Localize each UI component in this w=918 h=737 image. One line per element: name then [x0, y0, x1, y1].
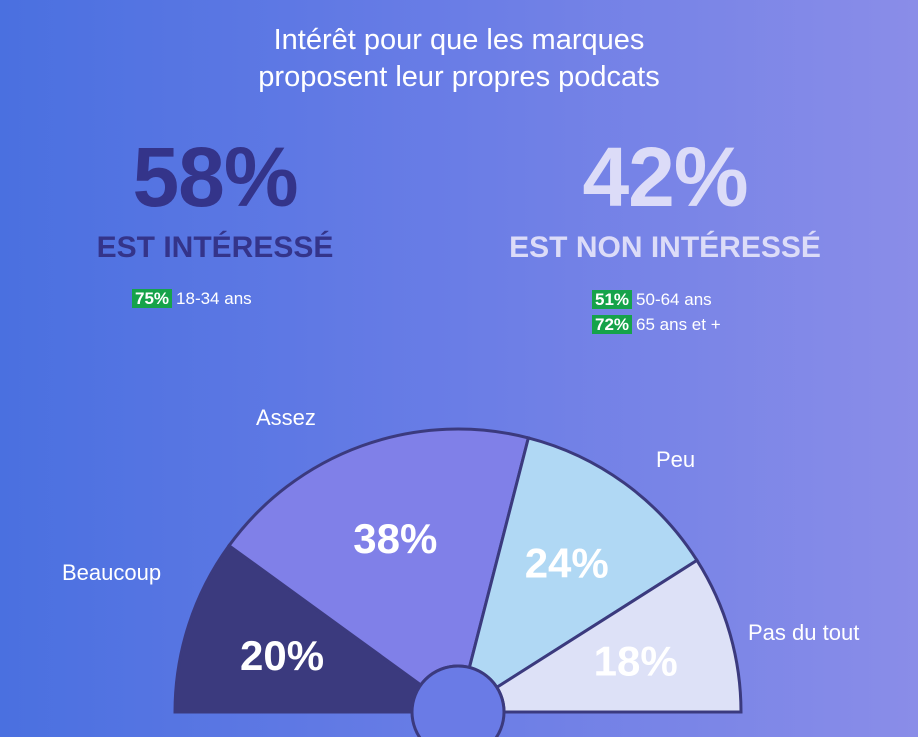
slice-value-label: 38% — [353, 515, 437, 562]
gauge-hub — [410, 664, 506, 737]
interested-label: EST INTÉRESSÉ — [96, 231, 334, 264]
detail-tag: 75% — [132, 289, 173, 308]
interested-detail-1: 75% 18-34 ans — [132, 287, 252, 310]
chart-title: Intérêt pour que les marques proposent l… — [0, 22, 918, 96]
not-interested-percent: 42% — [582, 130, 748, 224]
not-interested-detail-2: 72% 65 ans et + — [592, 313, 721, 336]
detail-text: 18-34 ans — [176, 289, 252, 308]
slice-category-label: Pas du tout — [748, 620, 860, 645]
slice-value-label: 20% — [240, 632, 324, 679]
slice-value-label: 24% — [525, 539, 609, 586]
detail-tag: 51% — [592, 290, 633, 309]
interested-percent: 58% — [132, 130, 298, 224]
title-line-2: proposent leur propres podcats — [258, 61, 660, 93]
title-line-1: Intérêt pour que les marques — [273, 24, 645, 56]
detail-text: 65 ans et + — [636, 315, 721, 334]
not-interested-label: EST NON INTÉRESSÉ — [509, 231, 821, 264]
slice-value-label: 18% — [594, 637, 678, 684]
not-interested-detail-1: 51% 50-64 ans — [592, 288, 712, 311]
slice-category-label: Beaucoup — [62, 560, 162, 585]
detail-text: 50-64 ans — [636, 290, 712, 309]
detail-tag: 72% — [592, 315, 633, 334]
slice-category-label: Peu — [656, 447, 696, 472]
slice-category-label: Assez — [256, 405, 316, 430]
